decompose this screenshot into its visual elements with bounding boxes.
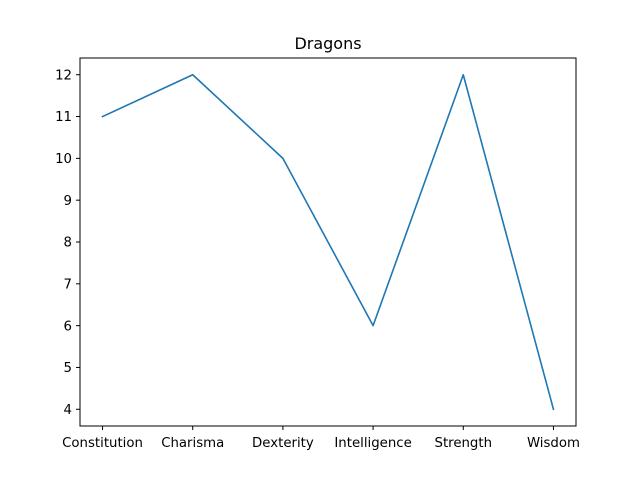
chart-title: Dragons bbox=[294, 34, 361, 53]
x-tick-label: Constitution bbox=[62, 436, 143, 451]
x-tick-label: Dexterity bbox=[252, 436, 314, 451]
x-tick-label: Strength bbox=[435, 436, 493, 451]
y-tick-label: 10 bbox=[55, 152, 72, 167]
plot-area: 4 5 6 7 8 9 10 11 12 Constitution Charisma Dexterit… bbox=[55, 57, 580, 451]
x-tick-label: Wisdom bbox=[527, 436, 580, 451]
y-tick-label: 11 bbox=[55, 110, 72, 125]
y-tick-label: 5 bbox=[64, 361, 72, 376]
x-tick-label: Intelligence bbox=[334, 436, 411, 451]
y-tick-label: 7 bbox=[64, 278, 72, 293]
y-tick-label: 12 bbox=[55, 68, 72, 83]
x-tick-label: Charisma bbox=[161, 436, 224, 451]
y-tick-label: 6 bbox=[64, 319, 72, 334]
y-tick-label: 9 bbox=[64, 194, 72, 209]
y-tick-label: 4 bbox=[64, 403, 72, 418]
series-line-0 bbox=[101, 73, 555, 411]
y-tick-label: 8 bbox=[64, 236, 72, 251]
